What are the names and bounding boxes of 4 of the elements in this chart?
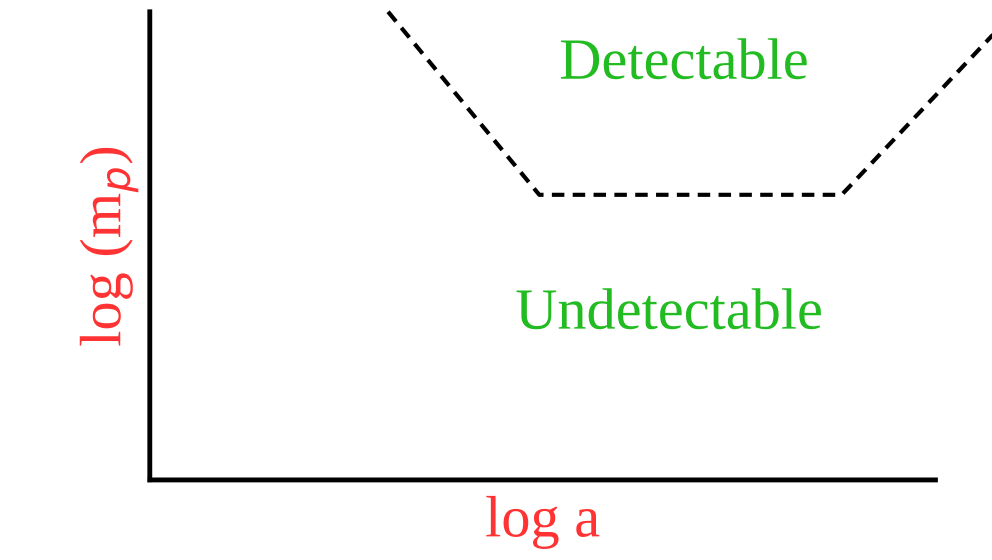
- annotation: Undetectable: [516, 288, 821, 330]
- y-axis-title: log (m$_{p}$): [80, 148, 138, 346]
- x-axis-title: log a: [486, 496, 600, 549]
- annotation: Detectable: [561, 38, 807, 80]
